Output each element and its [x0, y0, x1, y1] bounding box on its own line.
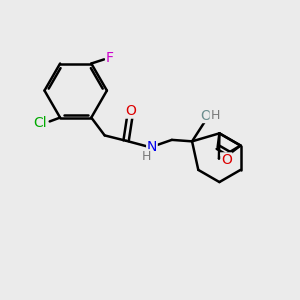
Text: Cl: Cl	[33, 116, 47, 130]
Text: F: F	[106, 51, 114, 65]
Text: H: H	[142, 150, 152, 163]
Text: N: N	[147, 140, 157, 154]
Text: O: O	[221, 153, 232, 167]
Text: O: O	[201, 109, 212, 122]
Text: H: H	[210, 109, 220, 122]
Text: O: O	[125, 104, 136, 118]
